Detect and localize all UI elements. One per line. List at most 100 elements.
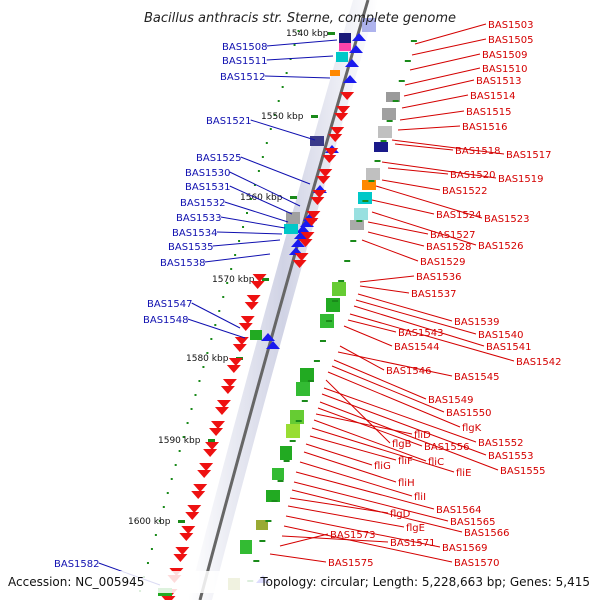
gene-label-left[interactable]: BAS1531 [185, 182, 231, 193]
gene-label-right[interactable]: fliF [398, 456, 413, 467]
gene-label-right[interactable]: BAS1516 [462, 122, 508, 133]
gene-block [240, 540, 252, 554]
gene-label-right[interactable]: BAS1526 [478, 241, 524, 252]
gene-label-right[interactable]: BAS1509 [482, 50, 528, 61]
gene-label-right[interactable]: BAS1520 [450, 170, 496, 181]
gene-label-right[interactable]: BAS1564 [436, 505, 482, 516]
gene-label-left[interactable]: BAS1511 [222, 56, 268, 67]
gene-label-left[interactable]: BAS1548 [143, 315, 189, 326]
gene-label-left[interactable]: BAS1547 [147, 299, 193, 310]
gene-label-right[interactable]: BAS1545 [454, 372, 500, 383]
gene-label-right[interactable]: BAS1569 [442, 543, 488, 554]
feature-tick [271, 500, 278, 502]
gene-label-right[interactable]: BAS1537 [411, 289, 457, 300]
gene-label-right[interactable]: BAS1523 [484, 214, 530, 225]
gene-label-left[interactable]: BAS1534 [172, 228, 218, 239]
kbp-tick-mark [290, 196, 297, 199]
gene-label-right[interactable]: BAS1542 [516, 357, 562, 368]
gene-label-right[interactable]: BAS1513 [476, 76, 522, 87]
gene-label-right[interactable]: BAS1514 [470, 91, 516, 102]
gene-label-right[interactable]: BAS1519 [498, 174, 544, 185]
gene-label-right[interactable]: BAS1505 [488, 35, 534, 46]
gene-label-right[interactable]: BAS1575 [328, 558, 374, 569]
gene-label-left[interactable]: BAS1525 [196, 153, 242, 164]
scale-dot [285, 72, 288, 74]
gene-label-right[interactable]: flgD [390, 509, 411, 520]
label-connector [325, 379, 391, 444]
forward-strand-gene-arrow [310, 197, 325, 205]
gene-label-right[interactable]: BAS1544 [394, 342, 440, 353]
gene-label-right[interactable]: BAS1571 [390, 538, 436, 549]
gene-label-right[interactable]: BAS1518 [455, 146, 501, 157]
label-connector [397, 125, 461, 131]
label-connector [224, 201, 289, 223]
forward-strand-gene-arrow [214, 407, 229, 415]
gene-label-right[interactable]: BAS1543 [398, 328, 444, 339]
gene-label-right[interactable]: BAS1570 [454, 558, 500, 569]
gene-label-right[interactable]: fliG [374, 461, 391, 472]
feature-tick [265, 520, 272, 522]
gene-label-right[interactable]: flgK [462, 423, 482, 434]
gene-label-left[interactable]: BAS1530 [185, 168, 231, 179]
gene-label-right[interactable]: BAS1515 [466, 107, 512, 118]
gene-label-right[interactable]: BAS1555 [500, 466, 546, 477]
gene-label-right[interactable]: BAS1524 [436, 210, 482, 221]
scale-dot [234, 254, 237, 256]
gene-label-right[interactable]: BAS1529 [420, 257, 466, 268]
gene-block [386, 92, 400, 102]
gene-label-right[interactable]: BAS1553 [488, 451, 534, 462]
forward-strand-gene-arrow [193, 484, 208, 492]
forward-strand-gene-arrow [306, 211, 321, 219]
gene-label-right[interactable]: BAS1527 [430, 230, 476, 241]
forward-strand-gene-arrow [318, 169, 333, 177]
gene-label-left[interactable]: BAS1512 [220, 72, 266, 83]
forward-strand-gene-arrow [340, 92, 355, 100]
gene-label-right[interactable]: fliD [414, 430, 431, 441]
gene-label-right[interactable]: fliC [428, 457, 444, 468]
gene-label-right[interactable]: BAS1550 [446, 408, 492, 419]
gene-label-left[interactable]: BAS1508 [222, 42, 268, 53]
gene-label-right[interactable]: BAS1517 [506, 150, 552, 161]
gene-label-right[interactable]: flgE [406, 523, 425, 534]
gene-label-left[interactable]: BAS1533 [176, 213, 222, 224]
gene-label-left[interactable]: BAS1538 [160, 258, 206, 269]
gene-label-right[interactable]: BAS1539 [454, 317, 500, 328]
gene-label-right[interactable]: fliH [398, 478, 415, 489]
gene-label-right[interactable]: BAS1536 [416, 272, 462, 283]
gene-label-right[interactable]: BAS1540 [478, 330, 524, 341]
gene-label-right[interactable]: BAS1556 [424, 442, 470, 453]
gene-label-right[interactable]: BAS1552 [478, 438, 524, 449]
reverse-strand-gene-arrow [349, 45, 363, 53]
forward-strand-gene-arrow [246, 295, 261, 303]
gene-label-left[interactable]: BAS1521 [206, 116, 252, 127]
gene-label-left[interactable]: BAS1535 [168, 242, 214, 253]
label-connector [313, 419, 427, 462]
gene-label-right[interactable]: BAS1522 [442, 186, 488, 197]
gene-label-right[interactable]: BAS1566 [464, 528, 510, 539]
forward-strand-gene-arrow [334, 113, 349, 121]
gene-label-right[interactable]: fliI [414, 492, 426, 503]
label-connector [357, 293, 453, 322]
gene-label-right[interactable]: BAS1565 [450, 517, 496, 528]
forward-strand-gene-arrow [300, 232, 315, 240]
gene-label-right[interactable]: BAS1546 [386, 366, 432, 377]
feature-tick [319, 340, 326, 342]
scale-dot [226, 282, 229, 284]
gene-block [339, 43, 351, 51]
label-connector [321, 393, 487, 456]
gene-label-left[interactable]: BAS1532 [180, 198, 226, 209]
gene-label-right[interactable]: BAS1503 [488, 20, 534, 31]
gene-label-right[interactable]: BAS1573 [330, 530, 376, 541]
gene-label-right[interactable]: flgB [392, 439, 412, 450]
scale-dot [186, 422, 189, 424]
forward-strand-gene-arrow [240, 316, 255, 324]
scale-dot [170, 478, 173, 480]
label-connector [347, 319, 397, 333]
gene-label-right[interactable]: BAS1510 [482, 64, 528, 75]
gene-label-right[interactable]: BAS1528 [426, 242, 472, 253]
kbp-tick-label: 1590 kbp [158, 436, 201, 446]
gene-label-right[interactable]: BAS1541 [486, 342, 532, 353]
gene-label-right[interactable]: BAS1549 [428, 395, 474, 406]
gene-label-right[interactable]: fliE [456, 468, 471, 479]
gene-label-left[interactable]: BAS1582 [54, 559, 100, 570]
